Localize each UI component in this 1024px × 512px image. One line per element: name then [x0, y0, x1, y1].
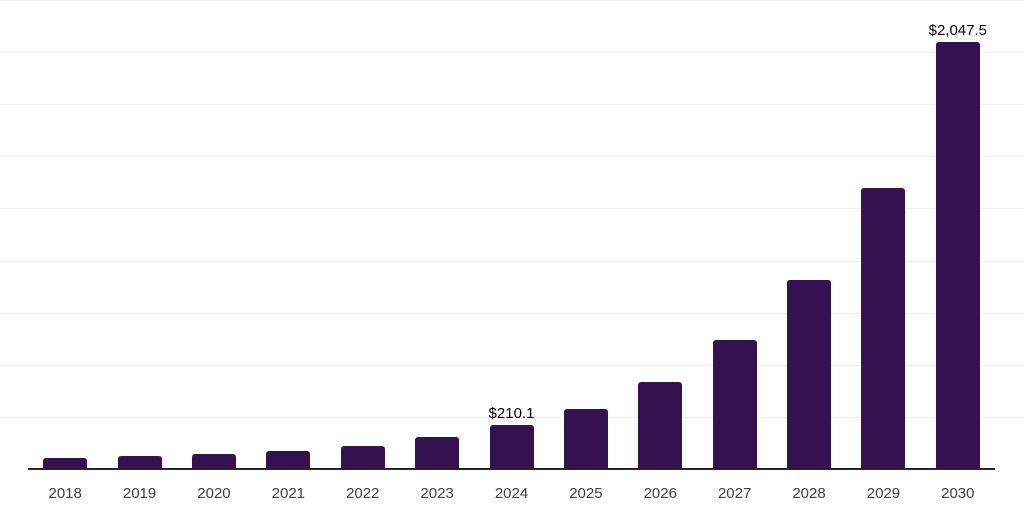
x-tick-label-2030: 2030 — [941, 485, 975, 502]
bar-2018[interactable] — [43, 458, 88, 469]
bar-2028[interactable] — [787, 280, 832, 469]
bar-2030[interactable] — [935, 42, 980, 469]
bar-2023[interactable] — [415, 437, 460, 469]
gridline — [0, 104, 1024, 106]
x-tick-label-2020: 2020 — [197, 485, 231, 502]
x-tick-label-2021: 2021 — [271, 485, 306, 502]
x-tick-label-2022: 2022 — [346, 485, 380, 502]
gridline — [0, 0, 1024, 1]
gridline — [0, 312, 1024, 314]
bar-2020[interactable] — [191, 454, 236, 469]
bar-2027[interactable] — [712, 340, 757, 469]
gridline — [0, 364, 1024, 366]
x-tick-label-2025: 2025 — [569, 485, 603, 502]
x-axis-line — [28, 468, 995, 470]
x-tick-label-2029: 2029 — [866, 485, 901, 502]
x-tick-label-2026: 2026 — [643, 485, 677, 502]
gridline — [0, 52, 1024, 54]
x-tick-label-2024: 2024 — [494, 485, 529, 502]
bar-2026[interactable] — [638, 381, 683, 469]
bar-2025[interactable] — [563, 408, 608, 469]
x-tick-label-2027: 2027 — [717, 485, 752, 502]
bar-value-label-2024: $210.1 — [488, 405, 535, 423]
x-tick-label-2028: 2028 — [792, 485, 826, 502]
gridline — [0, 208, 1024, 210]
gridline — [0, 260, 1024, 262]
bar-2029[interactable] — [861, 188, 906, 469]
bar-2022[interactable] — [340, 446, 385, 469]
gridline — [0, 416, 1024, 418]
bar-value-label-2030: $2,047.5 — [928, 22, 987, 40]
bar-2021[interactable] — [266, 451, 311, 469]
x-tick-label-2018: 2018 — [48, 485, 82, 502]
x-tick-label-2019: 2019 — [122, 485, 157, 502]
bar-2024[interactable] — [489, 425, 534, 469]
x-tick-label-2023: 2023 — [420, 485, 454, 502]
bar-2019[interactable] — [117, 456, 162, 469]
gridline — [0, 156, 1024, 158]
